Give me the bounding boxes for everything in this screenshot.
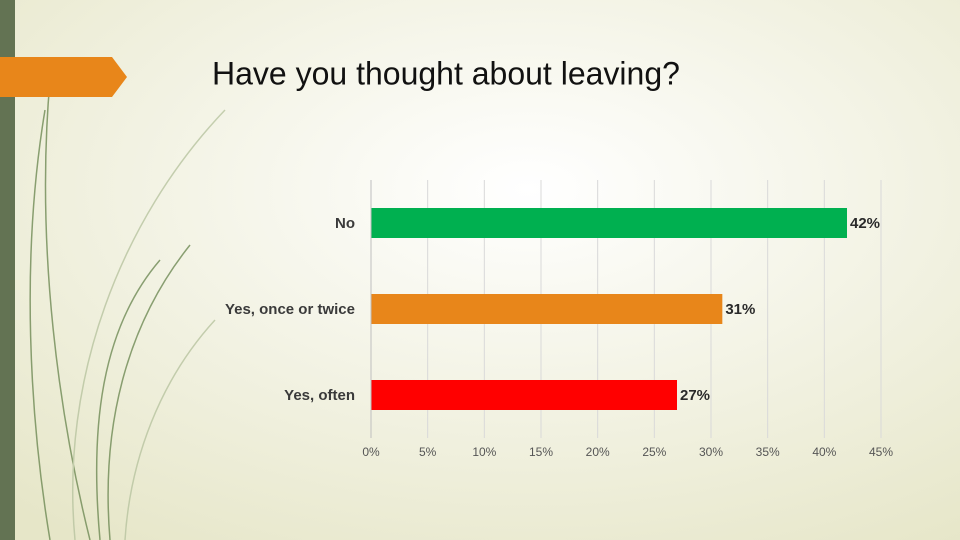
- x-tick-label: 40%: [812, 445, 836, 459]
- bar: [371, 208, 847, 238]
- x-tick-label: 15%: [529, 445, 553, 459]
- x-tick-label: 10%: [472, 445, 496, 459]
- category-label: Yes, often: [284, 387, 355, 404]
- side-strip: [0, 0, 15, 540]
- category-label: Yes, once or twice: [225, 301, 355, 318]
- value-label: 31%: [725, 301, 755, 318]
- decoration: [29, 79, 226, 540]
- x-tick-label: 0%: [362, 445, 380, 459]
- title-tab: [0, 57, 127, 97]
- value-label: 27%: [680, 387, 710, 404]
- x-tick-label: 5%: [419, 445, 437, 459]
- category-label: No: [335, 215, 355, 232]
- bar: [371, 294, 723, 324]
- x-tick-label: 35%: [756, 445, 780, 459]
- value-label: 42%: [850, 215, 880, 232]
- x-tick-label: 45%: [869, 445, 893, 459]
- x-tick-label: 25%: [642, 445, 666, 459]
- chart-title: Have you thought about leaving?: [212, 55, 680, 91]
- x-tick-label: 30%: [699, 445, 723, 459]
- bar: [371, 380, 677, 410]
- x-tick-label: 20%: [586, 445, 610, 459]
